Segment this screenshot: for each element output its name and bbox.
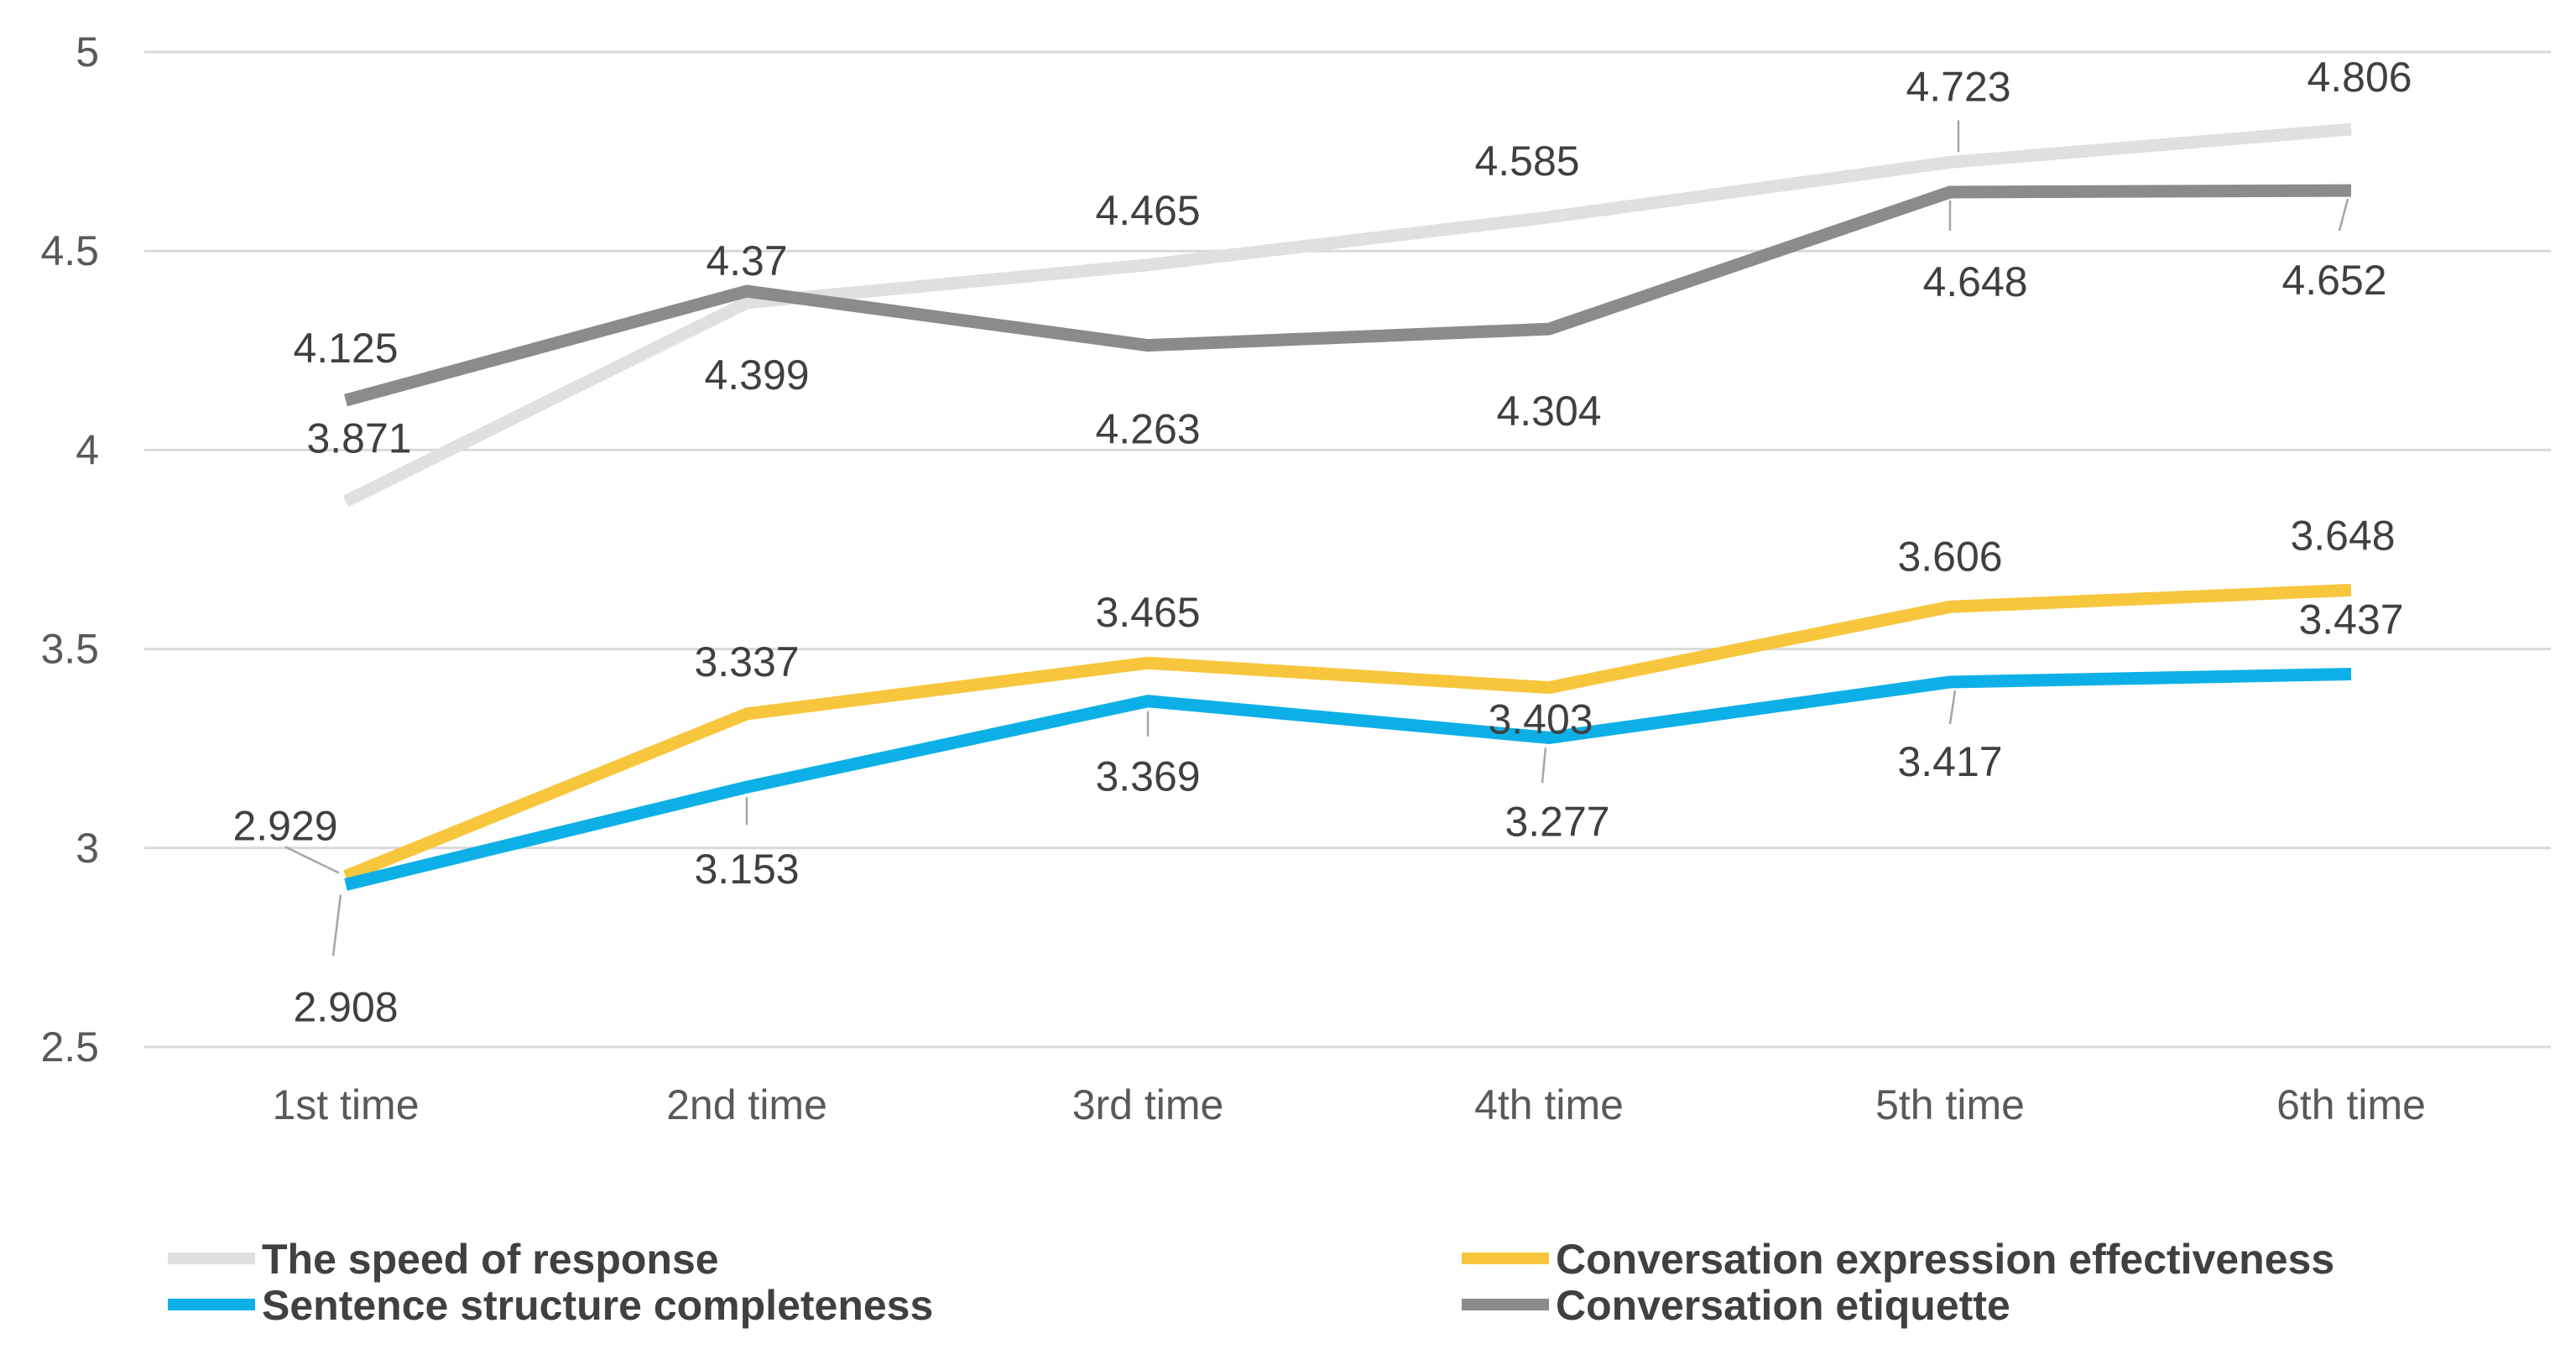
leader-line [1948,690,1957,725]
x-tick-label: 2nd time [666,1081,827,1128]
grid [144,50,2551,1049]
x-axis-ticks: 1st time 2nd time 3rd time 4th time 5th time… [272,1081,2425,1128]
data-label-conversation-expression-effectiveness: 3.337 [694,638,799,685]
data-label-conversation-etiquette: 4.652 [2281,257,2386,304]
data-label-the-speed-of-response: 4.37 [706,237,787,284]
y-tick-label: 2.5 [40,1023,99,1070]
legend-item-conversation-expression-effectiveness: Conversation expression effectiveness [1462,1236,2334,1283]
data-label-conversation-etiquette: 4.263 [1095,406,1200,453]
x-tick-label: 6th time [2276,1081,2426,1128]
data-label-conversation-expression-effectiveness: 3.606 [1897,533,2002,580]
data-label-conversation-etiquette: 4.399 [704,352,809,398]
data-label-sentence-structure-completeness: 3.369 [1095,753,1200,800]
x-tick-label: 1st time [272,1081,419,1128]
data-label-conversation-expression-effectiveness: 3.648 [2290,512,2395,559]
leader-line [331,894,342,956]
legend-label: Sentence structure completeness [262,1282,933,1329]
data-label-the-speed-of-response: 4.723 [1906,63,2010,110]
series-line-the-speed-of-response [342,122,2352,508]
x-tick-label: 3rd time [1072,1081,1224,1128]
legend-label: Conversation etiquette [1556,1282,2010,1329]
y-tick-label: 4 [76,426,99,473]
series-line-conversation-etiquette [344,184,2352,407]
data-label-conversation-etiquette: 4.304 [1496,388,1601,435]
data-label-sentence-structure-completeness: 3.153 [694,846,799,893]
y-tick-label: 4.5 [40,227,99,274]
x-tick-label: 4th time [1474,1081,1624,1128]
data-label-the-speed-of-response: 4.585 [1474,138,1579,185]
data-label-sentence-structure-completeness: 3.417 [1897,738,2002,785]
leader-line [1541,747,1547,784]
leader-line [2338,198,2349,232]
series-line-sentence-structure-completeness [344,667,2352,891]
data-labels: 3.871 4.37 4.465 4.585 4.723 4.806 2.929 3.337 3… [232,54,2412,1030]
x-tick-label: 5th time [1875,1081,2025,1128]
legend: The speed of response Conversation expres… [168,1236,2334,1329]
data-label-the-speed-of-response: 3.871 [306,415,411,462]
legend-label: Conversation expression effectiveness [1556,1236,2334,1283]
data-label-conversation-expression-effectiveness: 3.403 [1488,696,1593,743]
legend-item-the-speed-of-response: The speed of response [168,1236,719,1283]
data-label-sentence-structure-completeness: 3.437 [2298,596,2403,643]
legend-label: The speed of response [262,1236,719,1283]
data-label-conversation-etiquette: 4.125 [293,325,398,372]
data-label-the-speed-of-response: 4.806 [2307,54,2412,101]
y-tick-label: 3.5 [40,626,99,673]
data-label-conversation-expression-effectiveness: 2.929 [232,802,337,849]
y-axis-ticks: 2.5 3 3.5 4 4.5 5 [40,29,99,1070]
data-label-the-speed-of-response: 4.465 [1095,187,1200,234]
series-lines [342,122,2352,891]
legend-item-sentence-structure-completeness: Sentence structure completeness [168,1282,933,1329]
leader-line [284,846,340,874]
label-leader-lines [284,120,2349,956]
series-line-conversation-expression-effectiveness [343,583,2352,883]
y-tick-label: 5 [76,29,99,76]
y-tick-label: 3 [76,825,99,872]
legend-item-conversation-etiquette: Conversation etiquette [1462,1282,2010,1329]
data-label-conversation-etiquette: 4.648 [1922,258,2027,305]
data-label-sentence-structure-completeness: 3.277 [1504,798,1609,845]
data-label-conversation-expression-effectiveness: 3.465 [1095,589,1200,636]
data-label-sentence-structure-completeness: 2.908 [293,983,398,1030]
